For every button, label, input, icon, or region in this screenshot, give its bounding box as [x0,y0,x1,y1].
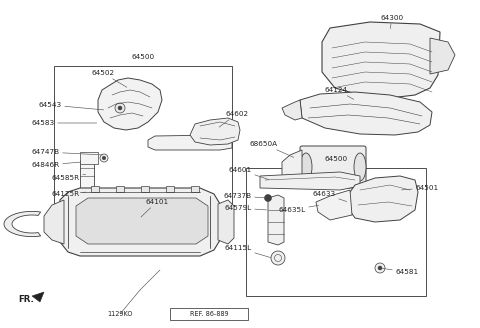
Polygon shape [60,188,220,256]
Polygon shape [300,92,432,135]
Polygon shape [4,212,41,236]
Polygon shape [148,135,232,150]
Text: 64300: 64300 [381,15,404,29]
Polygon shape [44,200,64,244]
Text: 64115L: 64115L [225,245,271,257]
Bar [80,152,98,164]
Bar [54,66,232,231]
Polygon shape [430,38,455,74]
Text: 64500: 64500 [324,156,348,162]
Text: 1129KO: 1129KO [107,311,133,317]
Ellipse shape [354,153,366,181]
Text: 64579L: 64579L [225,205,266,211]
Polygon shape [348,176,418,222]
Text: 64502: 64502 [91,70,127,87]
Text: 64583: 64583 [32,120,96,126]
Text: 64846R: 64846R [32,162,81,168]
Text: 64501: 64501 [401,185,438,191]
Text: 64747B: 64747B [32,149,103,155]
Text: 64737B: 64737B [224,193,266,199]
Polygon shape [260,172,360,190]
Text: 68650A: 68650A [250,141,294,157]
Bar [141,186,149,192]
Bar [170,308,248,320]
Polygon shape [190,118,240,145]
Polygon shape [32,292,44,302]
Circle shape [264,195,272,201]
Circle shape [378,266,382,270]
Polygon shape [282,150,302,188]
Text: 64633: 64633 [313,191,347,201]
Text: 64125R: 64125R [52,191,85,197]
Text: 64602: 64602 [219,111,248,127]
Circle shape [375,263,385,273]
Polygon shape [316,190,352,220]
Bar [166,186,174,192]
Text: 64101: 64101 [141,199,168,217]
Circle shape [115,103,125,113]
Text: 64601: 64601 [229,167,269,179]
Polygon shape [98,78,162,130]
FancyBboxPatch shape [300,146,366,188]
Polygon shape [76,198,208,244]
Circle shape [118,106,122,110]
Text: REF. 86-889: REF. 86-889 [190,311,228,317]
Text: 64543: 64543 [39,102,104,110]
Ellipse shape [300,153,312,181]
Circle shape [102,156,106,160]
Text: 64124: 64124 [325,87,354,99]
Text: 64500: 64500 [132,54,155,60]
Polygon shape [218,200,234,244]
Polygon shape [322,22,440,98]
Polygon shape [268,195,284,245]
Bar [191,186,199,192]
Text: 64585R: 64585R [52,174,85,181]
Bar [246,168,426,296]
Text: FR.: FR. [18,296,34,304]
Circle shape [271,251,285,265]
Circle shape [82,191,92,201]
Text: 64635L: 64635L [279,205,319,213]
Bar [80,160,94,188]
Polygon shape [282,100,302,120]
Circle shape [100,154,108,162]
Text: 64581: 64581 [382,268,418,275]
Bar [116,186,124,192]
Bar [91,186,99,192]
